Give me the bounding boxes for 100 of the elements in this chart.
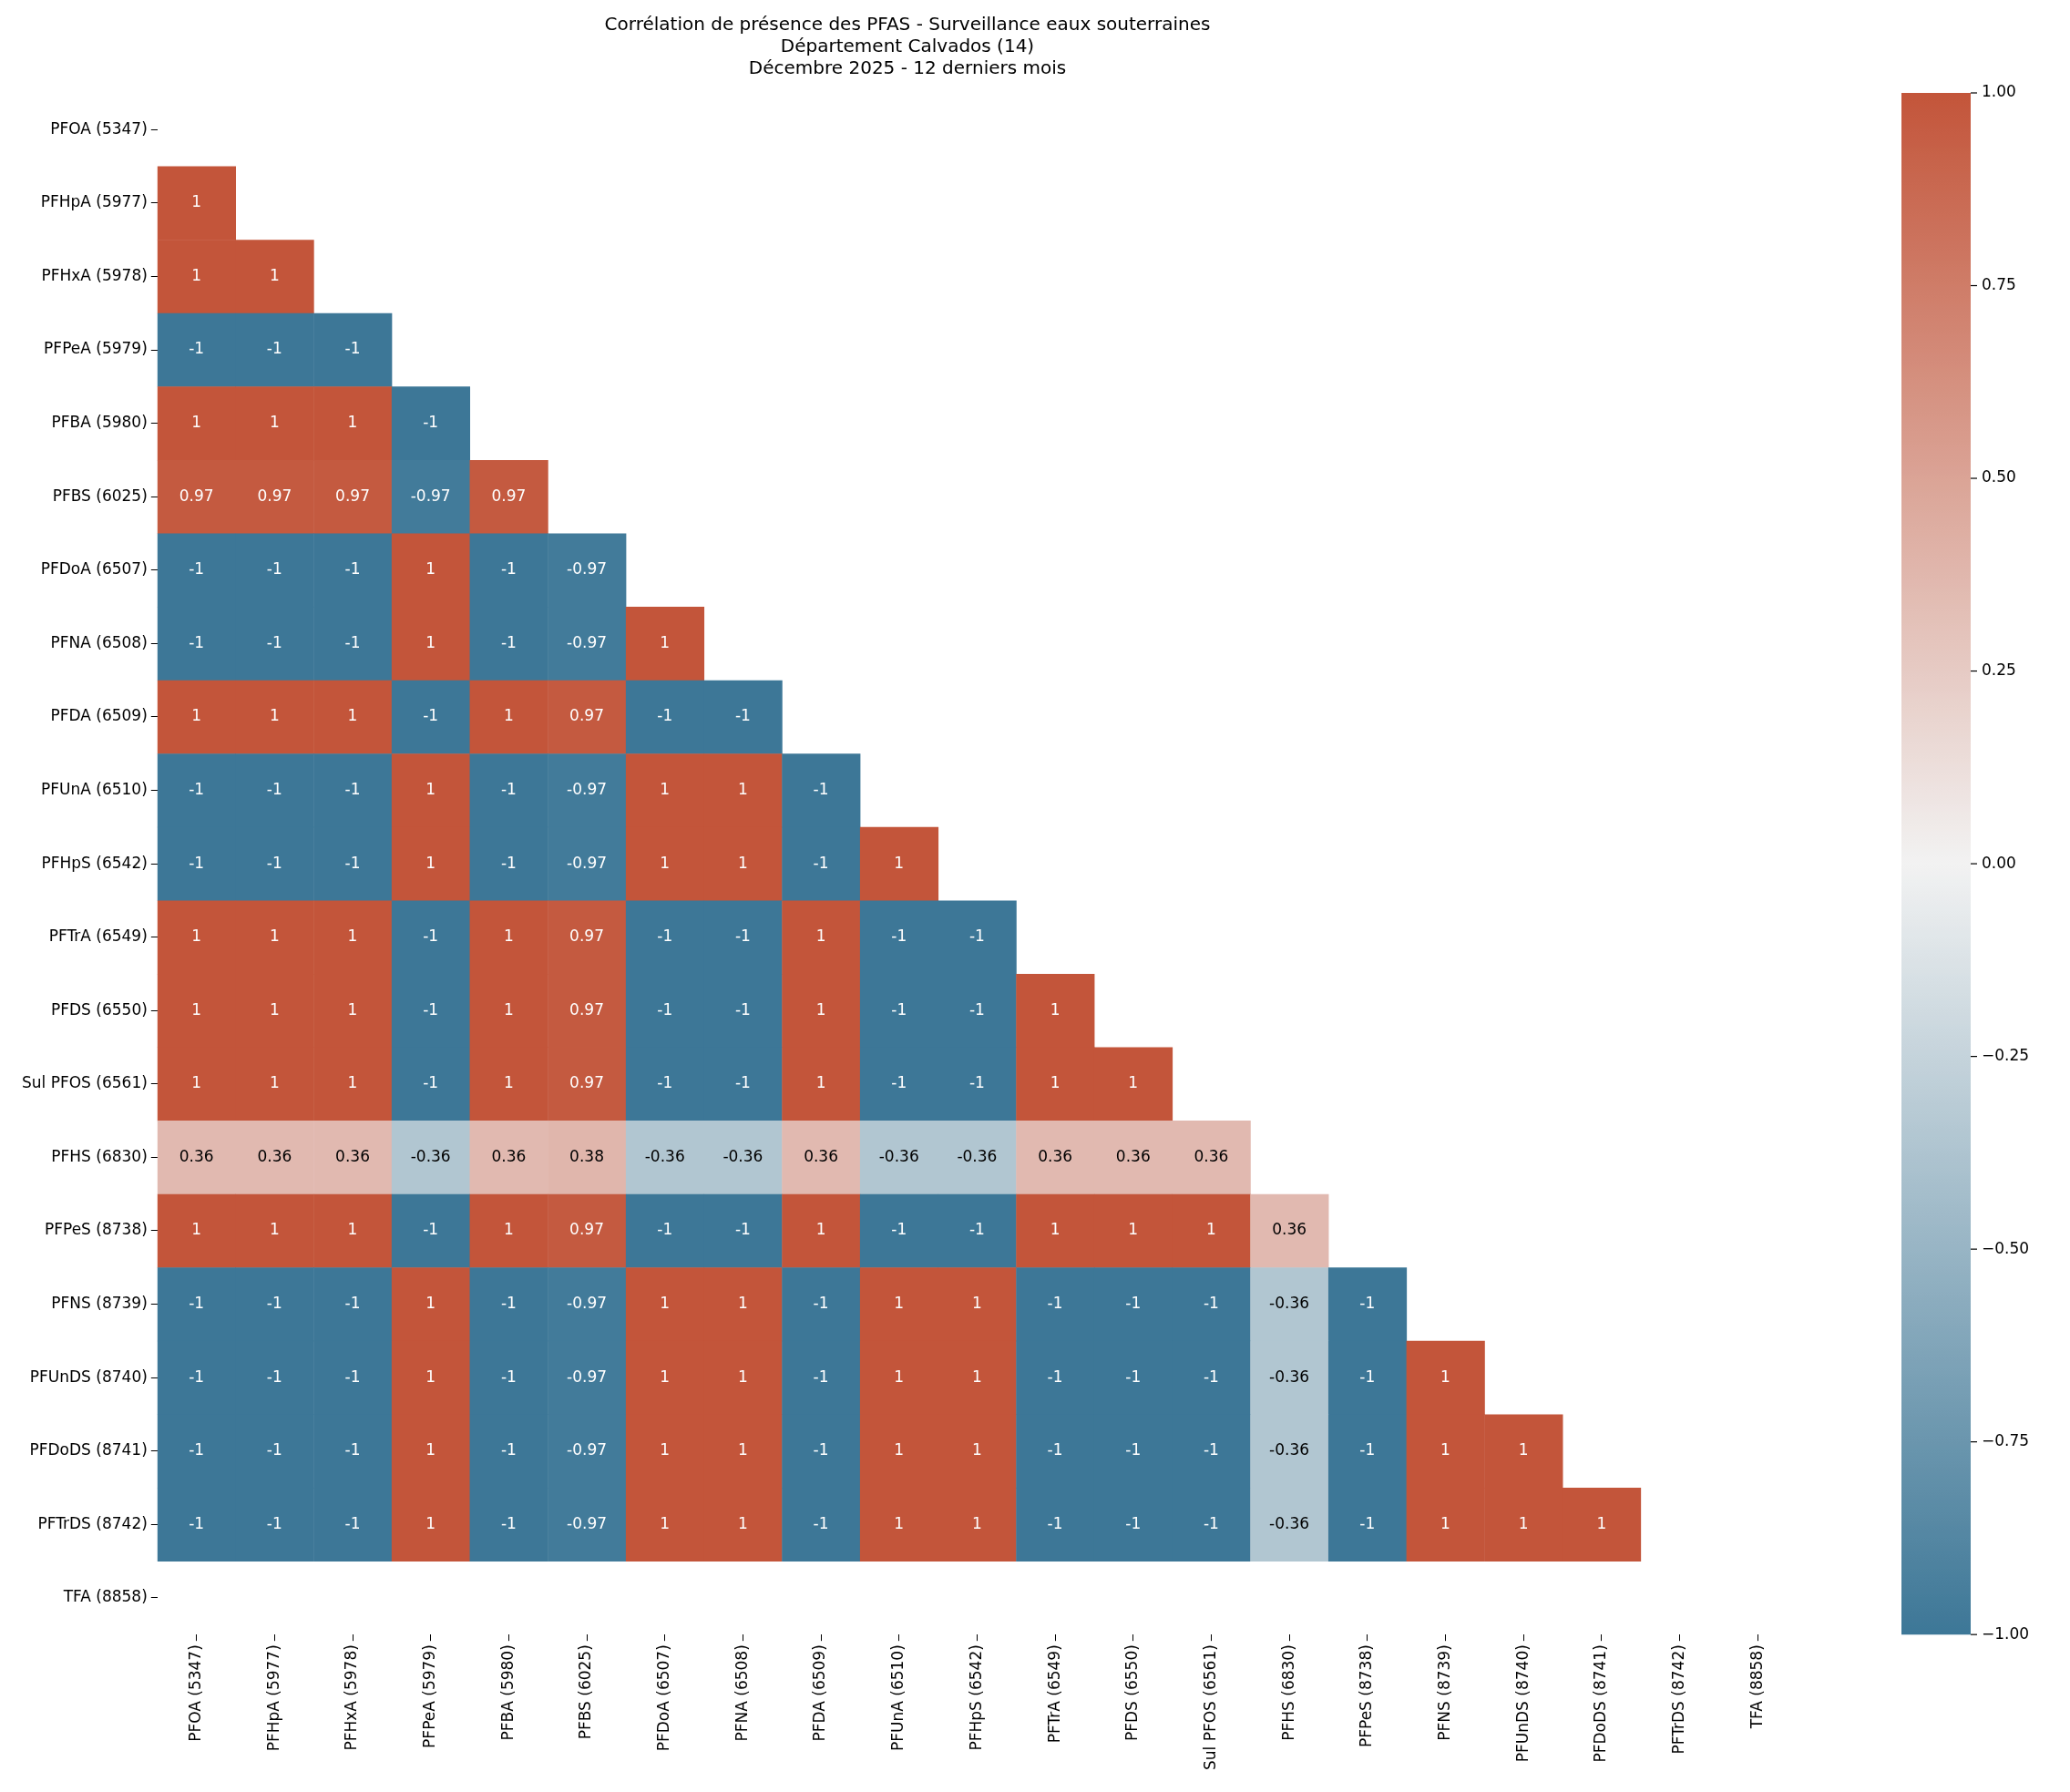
data-label: 1 xyxy=(1050,1073,1061,1092)
x-tick-label: TFA (8858) xyxy=(1747,1644,1766,1730)
data-label: -0.36 xyxy=(1269,1367,1310,1386)
data-label: 1 xyxy=(972,1367,982,1386)
y-tick-label: PFUnA (6510) xyxy=(41,779,148,798)
data-label: 1 xyxy=(191,1220,202,1239)
x-tick-label: PFNA (6508) xyxy=(732,1644,751,1742)
data-label: -1 xyxy=(500,559,517,579)
data-label: -1 xyxy=(657,927,673,946)
data-label: -0.97 xyxy=(410,486,451,505)
data-label: 1 xyxy=(737,1293,748,1312)
data-label: -1 xyxy=(500,779,517,798)
data-label: 1 xyxy=(1206,1220,1216,1239)
data-label: 1 xyxy=(737,1440,748,1459)
data-label: -1 xyxy=(813,1440,829,1459)
data-label: -0.97 xyxy=(567,1513,608,1532)
data-label: 1 xyxy=(737,853,748,872)
x-tick-label: PFHxA (5978) xyxy=(342,1644,361,1751)
data-label: -1 xyxy=(813,1367,829,1386)
color-bar-label: −0.75 xyxy=(1982,1431,2030,1450)
data-label: 0.36 xyxy=(1038,1146,1073,1165)
data-label: 1 xyxy=(191,265,202,284)
data-label: 1 xyxy=(660,632,671,651)
y-tick-label: TFA (8858) xyxy=(62,1587,148,1606)
data-label: -1 xyxy=(1203,1440,1219,1459)
data-label: -1 xyxy=(500,632,517,651)
data-label: -1 xyxy=(813,1293,829,1312)
data-label: 1 xyxy=(1050,999,1061,1019)
y-tick-label: PFTrDS (8742) xyxy=(37,1513,148,1532)
data-label: -1 xyxy=(344,1367,361,1386)
data-label: 1 xyxy=(191,927,202,946)
data-label: 1 xyxy=(894,1440,905,1459)
data-label: 1 xyxy=(660,1367,671,1386)
data-label: 1 xyxy=(660,779,671,798)
data-label: 1 xyxy=(503,999,514,1019)
data-label: 1 xyxy=(972,1513,982,1532)
data-label: 0.97 xyxy=(569,999,604,1019)
data-label: -1 xyxy=(266,1293,282,1312)
data-label: -1 xyxy=(266,1367,282,1386)
data-label: -1 xyxy=(813,779,829,798)
data-label: -1 xyxy=(344,339,361,358)
data-label: -1 xyxy=(189,779,205,798)
data-label: -1 xyxy=(189,1367,205,1386)
x-tick-label: PFTrA (6549) xyxy=(1044,1644,1063,1744)
data-label: -1 xyxy=(344,1440,361,1459)
data-label: -1 xyxy=(500,853,517,872)
data-label: 1 xyxy=(660,853,671,872)
chart-title: Corrélation de présence des PFAS - Surveillance eaux souterraines Département Calvados (14) Décembre 2025 - 12 derniers mois xyxy=(604,13,1211,79)
color-bar-label: 0.25 xyxy=(1982,660,2016,679)
data-label: -1 xyxy=(891,927,907,946)
data-label: -0.36 xyxy=(1269,1293,1310,1312)
data-label: 1 xyxy=(503,1220,514,1239)
data-label: -1 xyxy=(189,1513,205,1532)
data-label: 0.97 xyxy=(569,927,604,946)
data-label: 1 xyxy=(660,1513,671,1532)
data-label: 1 xyxy=(269,265,280,284)
data-label: 1 xyxy=(815,1073,826,1092)
color-bar-label: 0.50 xyxy=(1982,467,2016,486)
y-tick-label: PFOA (5347) xyxy=(50,118,148,138)
y-tick-label: PFHS (6830) xyxy=(51,1146,148,1165)
data-label: 0.97 xyxy=(335,486,370,505)
data-label: 0.97 xyxy=(257,486,292,505)
data-label: -1 xyxy=(1125,1440,1142,1459)
y-tick-label: PFBA (5980) xyxy=(51,413,148,432)
data-label: -0.36 xyxy=(1269,1513,1310,1532)
data-label: -1 xyxy=(266,559,282,579)
x-tick-label: PFBA (5980) xyxy=(497,1644,517,1741)
data-label: -1 xyxy=(423,927,439,946)
y-tick-label: PFNS (8739) xyxy=(51,1293,148,1312)
data-label: -1 xyxy=(891,1073,907,1092)
data-label: -1 xyxy=(266,1513,282,1532)
x-tick-label: PFPeS (8738) xyxy=(1357,1644,1376,1748)
data-label: -1 xyxy=(500,1367,517,1386)
data-label: -1 xyxy=(266,632,282,651)
data-label: -1 xyxy=(189,339,205,358)
data-label: -0.97 xyxy=(567,632,608,651)
data-label: -0.36 xyxy=(722,1146,763,1165)
data-label: -1 xyxy=(500,1293,517,1312)
x-tick-label: PFTrDS (8742) xyxy=(1668,1644,1687,1755)
data-label: 1 xyxy=(972,1440,982,1459)
y-tick-label: PFUnDS (8740) xyxy=(29,1367,148,1386)
x-tick-label: PFHpA (5977) xyxy=(263,1644,282,1752)
data-label: 1 xyxy=(1128,1220,1139,1239)
data-label: -1 xyxy=(1125,1513,1142,1532)
data-label: -1 xyxy=(423,1073,439,1092)
x-tick-label: PFDS (6550) xyxy=(1122,1644,1142,1742)
data-label: 1 xyxy=(347,706,358,725)
color-bar-label: 0.00 xyxy=(1982,853,2016,872)
y-tick-label: PFDoA (6507) xyxy=(40,559,148,579)
data-label: 0.97 xyxy=(491,486,527,505)
data-label: 1 xyxy=(269,413,280,432)
data-label: 1 xyxy=(894,1293,905,1312)
data-label: -1 xyxy=(344,853,361,872)
data-label: 1 xyxy=(815,1220,826,1239)
data-label: -1 xyxy=(344,779,361,798)
data-label: 1 xyxy=(894,1367,905,1386)
data-label: -1 xyxy=(189,1293,205,1312)
data-label: -0.97 xyxy=(567,1440,608,1459)
x-tick-label: PFBS (6025) xyxy=(576,1644,595,1740)
data-label: -1 xyxy=(734,999,751,1019)
